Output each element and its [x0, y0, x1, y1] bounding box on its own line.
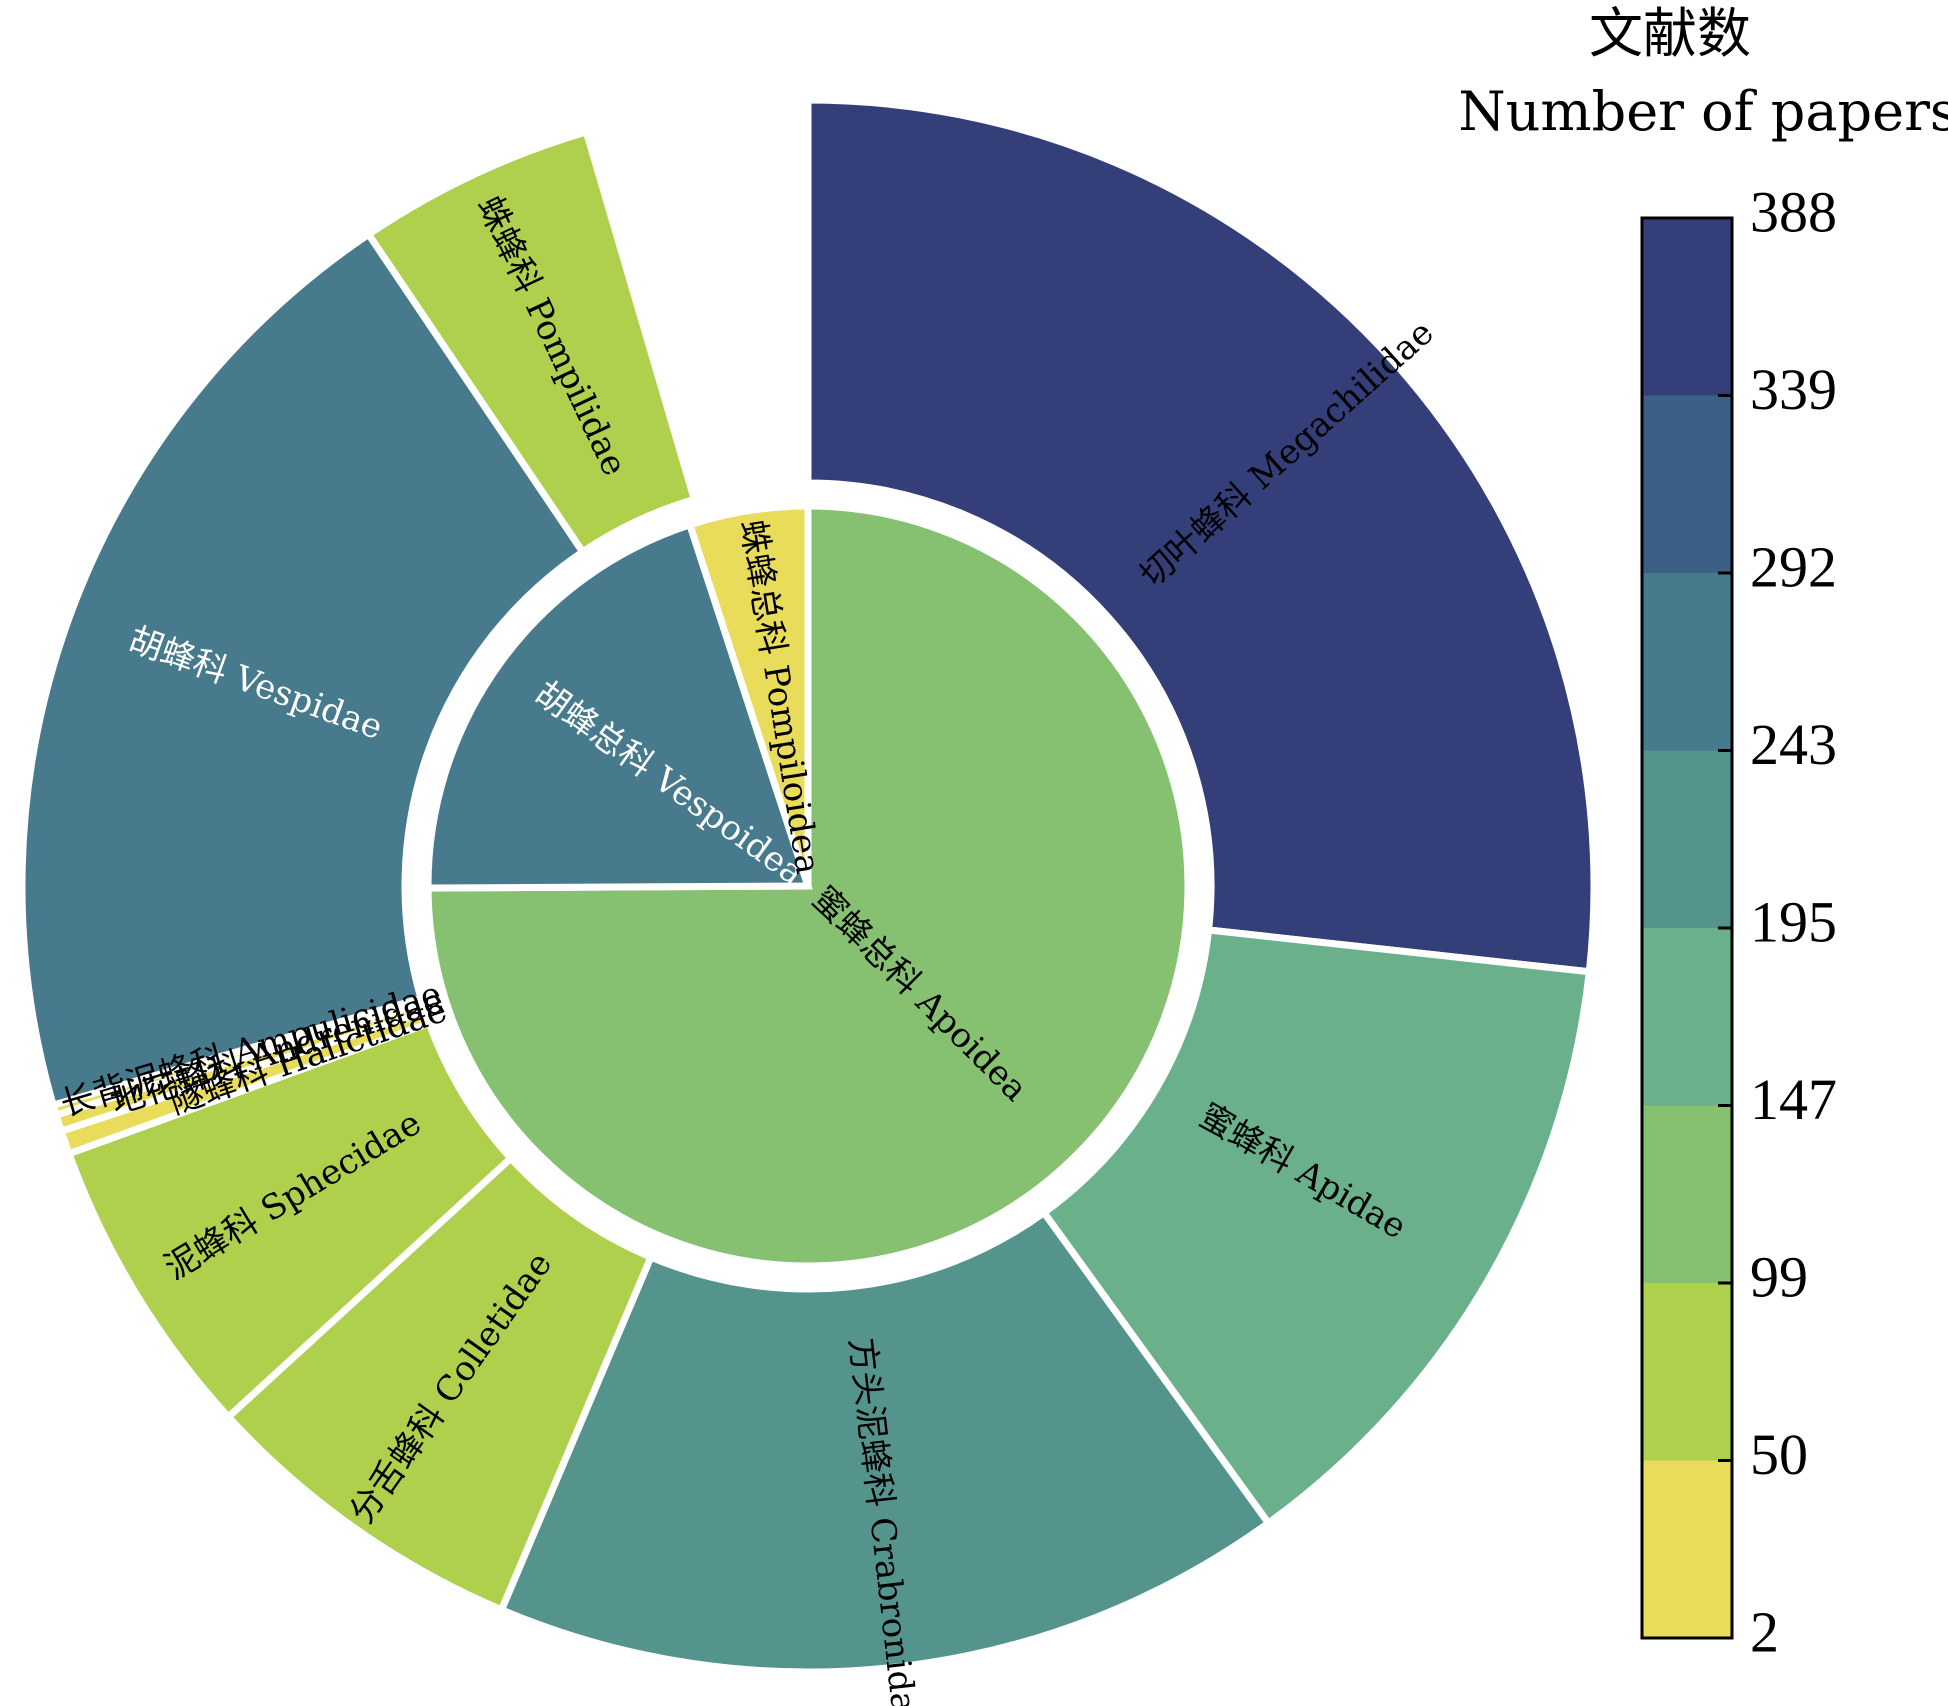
colorbar-bands — [1640, 216, 1734, 1640]
colorbar-tick-label-3: 243 — [1750, 712, 1837, 777]
colorbar-band-5 — [1642, 1105, 1732, 1284]
inner-segment-2 — [685, 502, 812, 888]
colorbar-band-3 — [1642, 750, 1732, 929]
colorbar-ticks: 388 339 292 243 195 147 99 50 2 — [1718, 179, 1837, 1664]
inner-segment-1 — [424, 520, 813, 892]
colorbar-title-cn: 文献数 — [1589, 2, 1751, 65]
colorbar-band-0 — [1642, 218, 1732, 396]
colorbar-tick-label-1: 339 — [1750, 357, 1837, 422]
colorbar-band-7 — [1642, 1460, 1732, 1639]
colorbar-band-6 — [1642, 1283, 1732, 1461]
inner-ring — [424, 502, 1192, 1270]
outer-ring — [18, 96, 1598, 1676]
outer-segment-0 — [804, 96, 1598, 976]
colorbar-tick-label-7: 50 — [1750, 1422, 1808, 1487]
outer-segment-8 — [18, 229, 588, 1110]
outer-segment-10 — [582, 125, 703, 504]
colorbar-tick-label-5: 147 — [1750, 1067, 1837, 1132]
colorbar-band-1 — [1642, 395, 1732, 574]
outer-segment-2 — [496, 1207, 1274, 1676]
colorbar-band-4 — [1642, 928, 1732, 1106]
colorbar: 文献数 Number of papers 388 339 292 243 195 147 9… — [1458, 2, 1948, 1664]
colorbar-tick-label-0: 388 — [1750, 179, 1837, 244]
outer-segment-1 — [1039, 926, 1594, 1528]
colorbar-tick-label-6: 99 — [1750, 1244, 1808, 1309]
colorbar-band-2 — [1642, 573, 1732, 751]
colorbar-title-en: Number of papers — [1458, 80, 1948, 143]
colorbar-tick-label-4: 195 — [1750, 889, 1837, 954]
colorbar-tick-label-8: 2 — [1750, 1599, 1779, 1664]
colorbar-tick-label-2: 292 — [1750, 534, 1837, 599]
